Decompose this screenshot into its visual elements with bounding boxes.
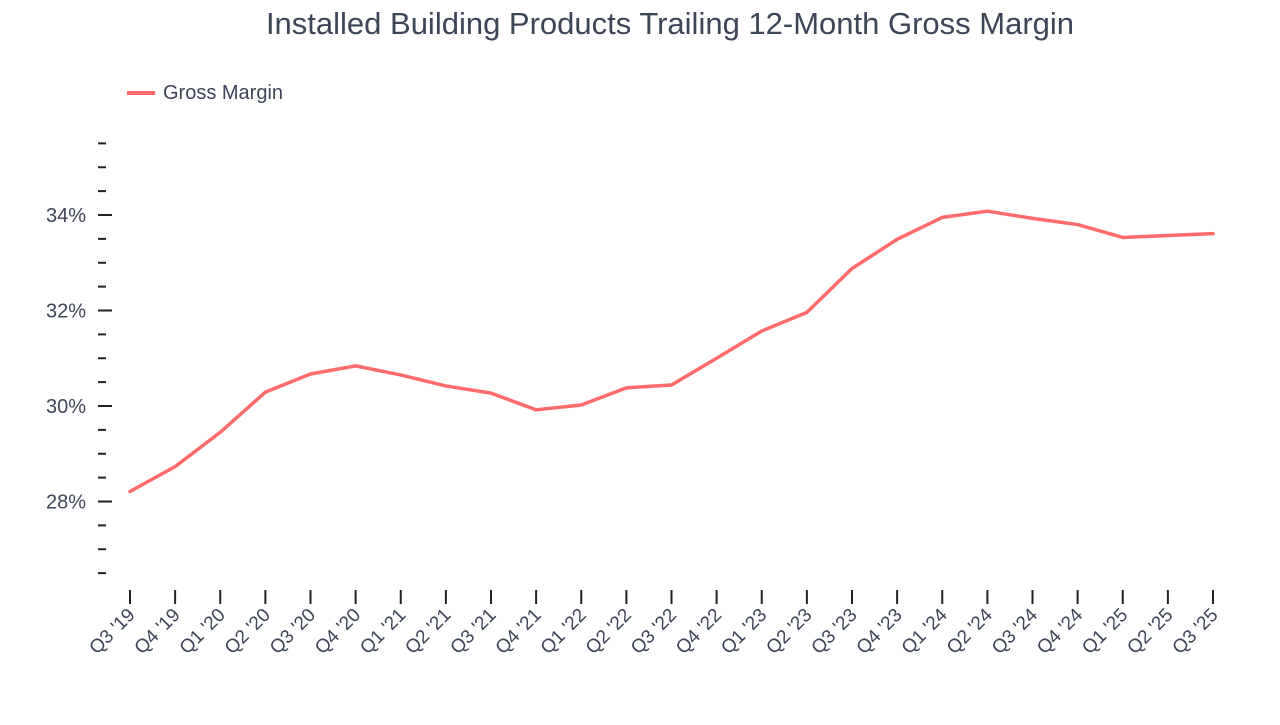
y-axis: 28% 30% 32% 34% — [46, 143, 112, 573]
x-tick-label: Q2 '25 — [1123, 605, 1177, 659]
x-tick-label: Q3 '23 — [808, 605, 862, 659]
x-tick-label: Q2 '23 — [762, 605, 816, 659]
x-tick-label: Q3 '20 — [266, 605, 320, 659]
x-tick-label: Q4 '21 — [492, 605, 546, 659]
series-gross-margin — [130, 211, 1213, 491]
x-tick-label: Q2 '20 — [221, 605, 275, 659]
x-tick-label: Q1 '24 — [898, 604, 952, 658]
chart-title: Installed Building Products Trailing 12-… — [266, 6, 1074, 41]
x-tick-label: Q2 '21 — [401, 605, 455, 659]
x-tick-label: Q4 '23 — [853, 605, 907, 659]
x-tick-label: Q3 '22 — [627, 605, 681, 659]
x-tick-label: Q4 '22 — [672, 605, 726, 659]
series-line — [130, 211, 1213, 491]
x-tick-label: Q3 '25 — [1169, 605, 1223, 659]
x-tick-label: Q1 '23 — [717, 605, 771, 659]
legend: Gross Margin — [127, 82, 283, 104]
x-tick-label: Q3 '24 — [988, 604, 1042, 658]
x-tick-label: Q3 '21 — [447, 605, 501, 659]
x-tick-label: Q1 '22 — [537, 605, 591, 659]
y-tick-label: 32% — [46, 301, 86, 323]
x-tick-label: Q4 '24 — [1033, 604, 1087, 658]
legend-label: Gross Margin — [163, 82, 283, 104]
x-tick-label: Q1 '20 — [176, 605, 230, 659]
x-tick-label: Q1 '21 — [356, 605, 410, 659]
x-tick-label: Q2 '22 — [582, 605, 636, 659]
y-tick-label: 28% — [46, 492, 86, 514]
y-tick-label: 34% — [46, 205, 86, 227]
x-tick-label: Q4 '19 — [131, 605, 185, 659]
y-tick-label: 30% — [46, 396, 86, 418]
x-tick-label: Q3 '19 — [86, 605, 140, 659]
x-tick-label: Q4 '20 — [311, 605, 365, 659]
x-tick-label: Q1 '25 — [1078, 605, 1132, 659]
x-tick-label: Q2 '24 — [943, 604, 997, 658]
